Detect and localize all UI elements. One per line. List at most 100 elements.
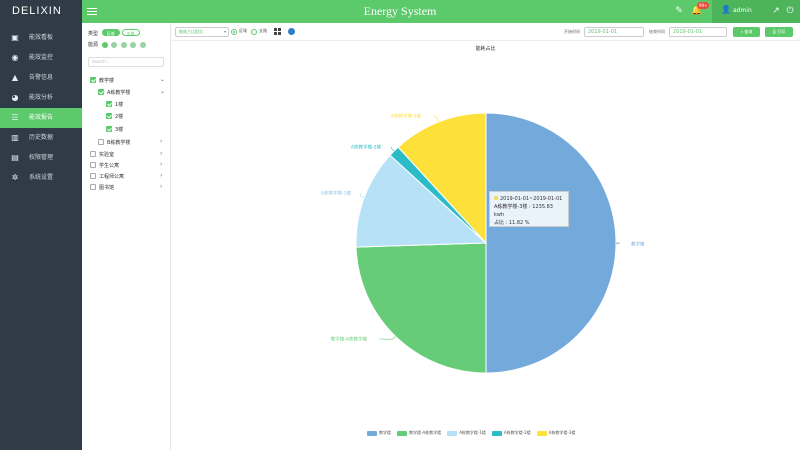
- electricity-icon[interactable]: [101, 41, 108, 48]
- radio-branch-label: 支路: [259, 28, 267, 33]
- bell-icon[interactable]: 🔔: [691, 6, 703, 16]
- tree-item[interactable]: 2楼: [106, 112, 123, 121]
- pie-label-line: [360, 192, 365, 199]
- pie-slice-label: 教学楼-A栋教学楼: [331, 336, 368, 343]
- checkbox[interactable]: [90, 161, 96, 168]
- report-type-select[interactable]: 能耗占比报告 ▾: [175, 27, 229, 37]
- caret-down-icon: ▾: [223, 29, 226, 34]
- tree-item[interactable]: 图书馆: [90, 183, 114, 192]
- checkbox[interactable]: [90, 172, 96, 179]
- user-menu[interactable]: 👤 admin ↗ ⏻: [712, 0, 800, 23]
- pie-slice-label: 教学楼: [631, 241, 645, 248]
- chevron-right-icon[interactable]: ›: [160, 138, 163, 145]
- app-title: Energy System: [363, 4, 437, 18]
- checkbox[interactable]: [106, 112, 112, 119]
- chart-tooltip: 2019-01-01~2019-01-01 A栋教学楼-3楼 : 1235.83…: [489, 191, 569, 227]
- tree-item[interactable]: 学生公寓: [90, 161, 119, 170]
- type-option-area[interactable]: 区域: [101, 29, 120, 36]
- legend-item[interactable]: 教学楼: [367, 430, 391, 436]
- legend-item[interactable]: A栋教学楼-2楼: [491, 430, 531, 436]
- print-button[interactable]: ⎙ 打印: [765, 27, 793, 37]
- type-row: 类型 区域 支路: [88, 29, 140, 37]
- user-card-icon: ▤: [11, 153, 19, 162]
- type-option-branch[interactable]: 支路: [121, 29, 140, 36]
- sidebar-item-report[interactable]: ☰ 能效报告: [0, 108, 82, 128]
- tree-item[interactable]: 工程师公寓: [90, 172, 124, 181]
- start-time-label: 开始时间: [564, 29, 580, 34]
- legend-label: 教学楼-A栋教学楼: [409, 430, 442, 435]
- pie-slice[interactable]: [485, 112, 617, 374]
- tree-search-input[interactable]: Search...: [88, 57, 164, 67]
- radio-branch[interactable]: [251, 29, 257, 35]
- legend-item[interactable]: A栋教学楼-3楼: [536, 430, 576, 436]
- pie-slice-label: A栋教学楼-2楼: [351, 144, 382, 151]
- logo: DELIXIN: [0, 0, 82, 23]
- pie-slice[interactable]: [355, 154, 488, 248]
- checkbox[interactable]: [90, 150, 96, 157]
- menu-toggle-icon[interactable]: [87, 6, 97, 16]
- pie-view-icon[interactable]: [288, 28, 295, 35]
- dashboard-icon: ▣: [11, 33, 19, 42]
- gas-icon[interactable]: [120, 41, 127, 48]
- chart-pie-icon: ◕: [11, 93, 19, 102]
- user-icon: 👤: [721, 5, 731, 14]
- heat-icon[interactable]: [130, 41, 137, 48]
- tree-item[interactable]: B栋教学楼: [98, 138, 130, 147]
- cold-icon[interactable]: [139, 41, 146, 48]
- tooltip-dot: [494, 196, 498, 200]
- report-icon: ☰: [11, 113, 19, 122]
- tree-item[interactable]: A栋教学楼: [98, 88, 130, 97]
- sidebar-item-analysis[interactable]: ◕ 能效分析: [0, 88, 82, 108]
- pie-slice-label: A栋教学楼-3楼: [391, 113, 422, 120]
- tree-item[interactable]: 1楼: [106, 100, 123, 109]
- username: admin: [733, 7, 752, 14]
- pie-label-line: [378, 336, 396, 340]
- checkbox[interactable]: [90, 183, 96, 190]
- legend-item[interactable]: A栋教学楼-1楼: [447, 430, 486, 436]
- legend-item[interactable]: 教学楼-A栋教学楼: [397, 430, 441, 436]
- chevron-right-icon[interactable]: ›: [160, 172, 163, 179]
- pie-label-line: [432, 115, 440, 122]
- external-link-icon[interactable]: ↗: [772, 6, 780, 16]
- chevron-right-icon[interactable]: ›: [160, 161, 163, 168]
- checkbox[interactable]: [98, 88, 104, 95]
- pie-label-line: [390, 146, 395, 152]
- checkbox[interactable]: [90, 76, 96, 83]
- end-date-input[interactable]: 2019-01-01: [669, 27, 727, 37]
- sidebar-item-settings[interactable]: ✲ 系统设置: [0, 168, 82, 188]
- tree-item[interactable]: 实验室: [90, 150, 114, 159]
- grid-view-icon[interactable]: [274, 28, 282, 36]
- chevron-down-icon[interactable]: ⌄: [160, 88, 166, 95]
- sidebar-item-alarm[interactable]: ▲ 告警信息: [0, 68, 82, 88]
- radio-area[interactable]: [231, 29, 237, 35]
- sidebar-item-history[interactable]: ▥ 历史数据: [0, 128, 82, 148]
- checkbox[interactable]: [106, 100, 112, 107]
- chevron-right-icon[interactable]: ›: [160, 183, 163, 190]
- tree-item[interactable]: 教学楼: [90, 76, 114, 85]
- start-date-input[interactable]: 2019-01-01: [584, 27, 644, 37]
- radio-area-label: 区域: [239, 28, 247, 33]
- legend-label: A栋教学楼-3楼: [548, 430, 576, 435]
- sidebar-item-dashboard[interactable]: ▣ 能效看板: [0, 28, 82, 48]
- checkbox[interactable]: [106, 125, 112, 132]
- sidebar-item-permission[interactable]: ▤ 权限管理: [0, 148, 82, 168]
- chevron-right-icon[interactable]: ›: [160, 150, 163, 157]
- shirt-icon[interactable]: ✎: [675, 6, 683, 16]
- sidebar-item-monitor[interactable]: ◉ 能效监控: [0, 48, 82, 68]
- chevron-down-icon[interactable]: ⌄: [160, 76, 166, 83]
- gear-icon: ✲: [11, 173, 19, 182]
- pie-slice[interactable]: [355, 242, 487, 374]
- eye-icon: ◉: [11, 53, 19, 62]
- query-button[interactable]: ⌕ 查询: [733, 27, 760, 37]
- pie-label-line: [615, 242, 621, 245]
- legend-label: A栋教学楼-1楼: [459, 430, 486, 435]
- water-icon[interactable]: [111, 41, 118, 48]
- top-bar: DELIXIN Energy System ✎ 🔔 99+ 👤 admin ↗ …: [0, 0, 800, 23]
- end-time-label: 结束时间: [649, 29, 665, 34]
- tree-item[interactable]: 3楼: [106, 125, 123, 134]
- pie-slice[interactable]: [397, 112, 487, 245]
- checkbox[interactable]: [98, 138, 104, 145]
- pie-slice-label: A栋教学楼-1楼: [321, 190, 352, 197]
- power-icon[interactable]: ⏻: [786, 6, 794, 16]
